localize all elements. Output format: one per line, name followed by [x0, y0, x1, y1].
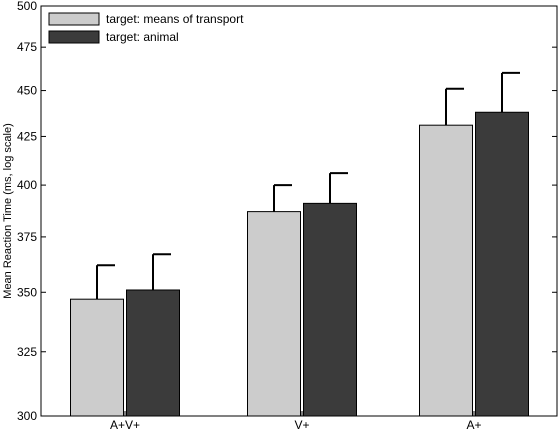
- bar-ap-series-0: [419, 124, 473, 417]
- y-tick-label: 450: [17, 84, 37, 98]
- y-tick-label: 375: [17, 230, 37, 244]
- x-axis: A+V+ V+ A+: [110, 411, 482, 431]
- bar-apvp-series-0: [70, 298, 124, 417]
- legend: target: means of transport target: animal: [48, 12, 244, 44]
- y-axis: 300 325 350 375 400 425 450 475 500: [17, 0, 557, 423]
- legend-swatch-0: [48, 12, 100, 26]
- y-tick-label: 350: [17, 285, 37, 299]
- y-tick-label: 325: [17, 345, 37, 359]
- y-tick-label: 400: [17, 178, 37, 192]
- legend-label-1: target: animal: [106, 30, 179, 44]
- legend-label-0: target: means of transport: [106, 12, 244, 26]
- bars-layer: [70, 111, 529, 417]
- y-tick-label: 500: [17, 0, 37, 13]
- x-tick-label: A+V+: [110, 418, 140, 431]
- y-axis-label: Mean Reaction Time (ms, log scale): [2, 123, 14, 298]
- y-tick-label: 300: [17, 409, 37, 423]
- legend-swatch-1: [48, 30, 100, 44]
- bar-apvp-series-1: [126, 289, 180, 417]
- error-bars-layer: [96, 71, 520, 300]
- x-tick-label: A+: [466, 418, 481, 431]
- x-tick-label: V+: [294, 418, 309, 431]
- plot-frame: [40, 5, 558, 417]
- bar-ap-series-1: [475, 111, 529, 417]
- y-tick-label: 425: [17, 129, 37, 143]
- y-tick-label: 475: [17, 40, 37, 54]
- bar-vp-series-0: [247, 211, 301, 417]
- bar-vp-series-1: [303, 202, 357, 417]
